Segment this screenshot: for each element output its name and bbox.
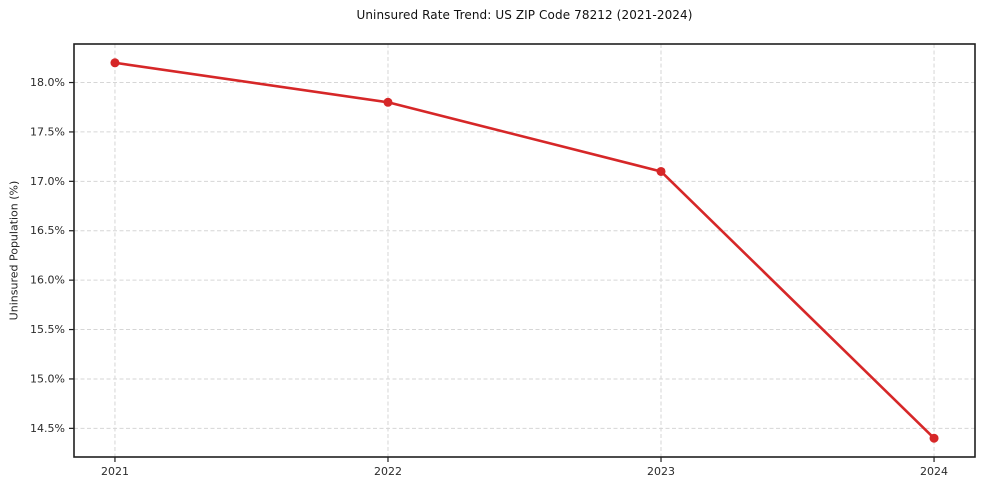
y-tick-label: 17.5% xyxy=(30,125,65,138)
data-line xyxy=(113,61,936,440)
plot-border xyxy=(73,43,976,458)
y-tick-label: 15.5% xyxy=(30,323,65,336)
chart-title: Uninsured Rate Trend: US ZIP Code 78212 … xyxy=(356,8,693,22)
y-tick-label: 18.0% xyxy=(30,76,65,89)
y-tick-label: 16.0% xyxy=(30,274,65,287)
data-point xyxy=(383,97,393,107)
data-point xyxy=(929,433,939,443)
x-tick-label: 2022 xyxy=(374,465,402,478)
x-tick-label: 2021 xyxy=(101,465,129,478)
data-point xyxy=(110,58,120,68)
y-tick-label: 17.0% xyxy=(30,175,65,188)
y-tick-label: 14.5% xyxy=(30,422,65,435)
y-tick-label: 16.5% xyxy=(30,224,65,237)
x-tick-label: 2024 xyxy=(920,465,948,478)
data-point xyxy=(656,166,666,176)
y-tick-label: 15.0% xyxy=(30,372,65,385)
x-tick-label: 2023 xyxy=(647,465,675,478)
